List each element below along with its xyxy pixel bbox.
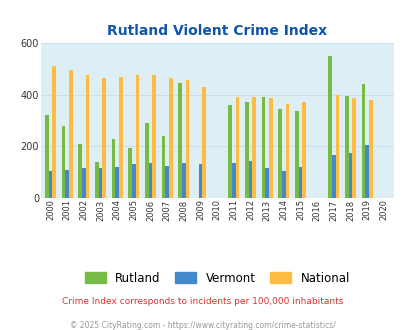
- Bar: [285, 104, 289, 198]
- Bar: [148, 163, 152, 198]
- Bar: [62, 126, 65, 198]
- Bar: [135, 75, 139, 198]
- Bar: [352, 98, 355, 198]
- Bar: [161, 136, 165, 198]
- Text: © 2025 CityRating.com - https://www.cityrating.com/crime-statistics/: © 2025 CityRating.com - https://www.city…: [70, 321, 335, 330]
- Bar: [298, 167, 302, 198]
- Bar: [128, 148, 132, 198]
- Bar: [245, 102, 248, 198]
- Bar: [165, 166, 168, 198]
- Bar: [252, 97, 256, 198]
- Bar: [78, 144, 82, 198]
- Bar: [52, 66, 56, 198]
- Bar: [65, 170, 69, 198]
- Bar: [235, 97, 239, 198]
- Bar: [368, 100, 372, 198]
- Bar: [102, 78, 106, 198]
- Bar: [132, 164, 135, 198]
- Bar: [95, 162, 98, 198]
- Bar: [294, 112, 298, 198]
- Bar: [228, 105, 232, 198]
- Bar: [232, 163, 235, 198]
- Bar: [111, 139, 115, 198]
- Bar: [248, 160, 252, 198]
- Bar: [281, 171, 285, 198]
- Bar: [265, 168, 269, 198]
- Bar: [344, 96, 348, 198]
- Bar: [185, 81, 189, 198]
- Bar: [261, 97, 265, 198]
- Bar: [361, 84, 364, 198]
- Bar: [278, 109, 281, 198]
- Bar: [168, 78, 172, 198]
- Bar: [335, 95, 339, 198]
- Bar: [181, 163, 185, 198]
- Bar: [152, 75, 156, 198]
- Bar: [302, 102, 305, 198]
- Bar: [82, 168, 85, 198]
- Bar: [49, 171, 52, 198]
- Bar: [45, 115, 49, 198]
- Bar: [202, 87, 206, 198]
- Bar: [269, 98, 272, 198]
- Bar: [198, 164, 202, 198]
- Bar: [364, 145, 368, 198]
- Bar: [69, 70, 72, 198]
- Bar: [331, 155, 335, 198]
- Bar: [145, 123, 148, 198]
- Legend: Rutland, Vermont, National: Rutland, Vermont, National: [81, 268, 352, 288]
- Bar: [119, 77, 122, 198]
- Title: Rutland Violent Crime Index: Rutland Violent Crime Index: [107, 23, 326, 38]
- Text: Crime Index corresponds to incidents per 100,000 inhabitants: Crime Index corresponds to incidents per…: [62, 297, 343, 306]
- Bar: [348, 153, 352, 198]
- Bar: [98, 168, 102, 198]
- Bar: [85, 75, 89, 198]
- Bar: [328, 56, 331, 198]
- Bar: [115, 167, 119, 198]
- Bar: [178, 83, 181, 198]
